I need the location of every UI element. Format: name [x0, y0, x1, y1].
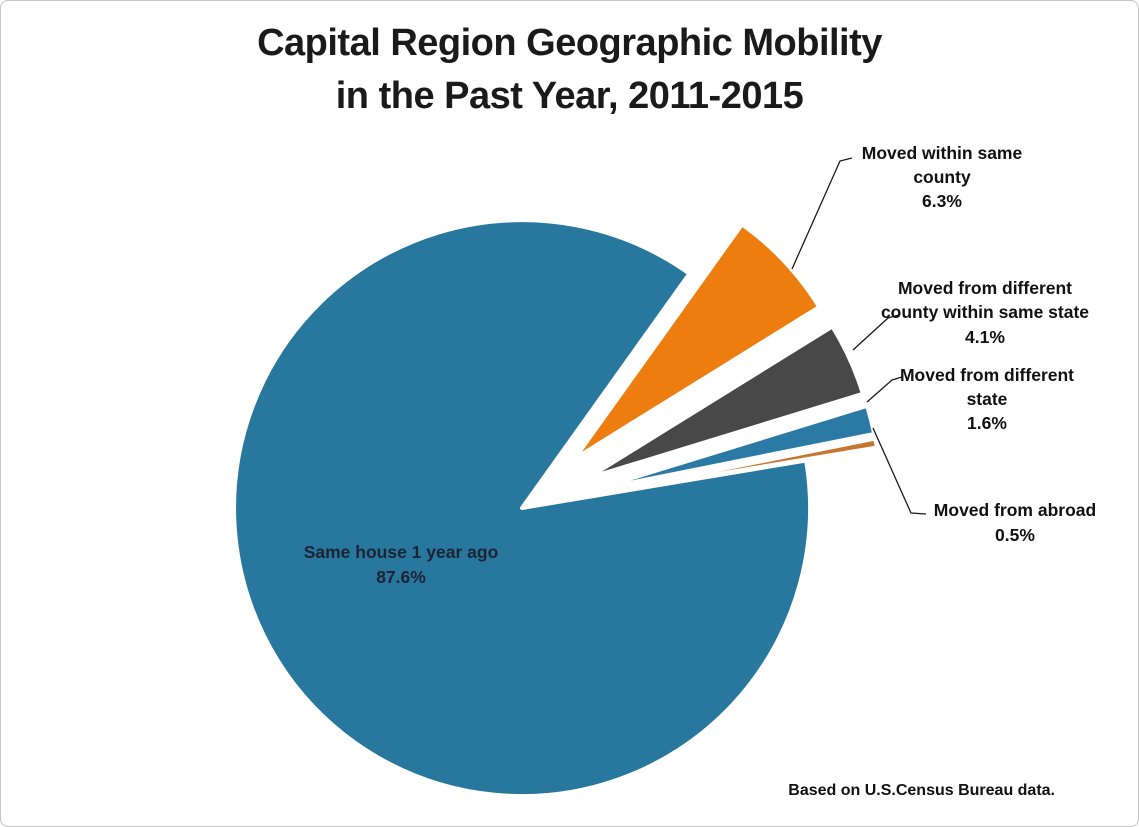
chart-title: Capital Region Geographic Mobility in th… [1, 17, 1138, 123]
callout-label-1-line-2: 4.1% [965, 327, 1005, 347]
callout-label-1-line-1: county within same state [881, 302, 1089, 322]
leader-line-3 [872, 427, 927, 515]
pie-slice-0 [232, 218, 813, 799]
source-note: Based on U.S.Census Bureau data. [788, 782, 1055, 799]
callout-label-2-line-0: Moved from different [900, 365, 1074, 385]
callout-label-0-line-1: county [913, 167, 971, 187]
callout-label-0-line-0: Moved within same [862, 143, 1023, 163]
leader-line-0 [791, 157, 853, 270]
pie-slice-4 [590, 436, 879, 497]
callout-label-3-line-0: Moved from abroad [934, 500, 1096, 520]
callout-label-2-line-1: state [967, 389, 1008, 409]
pie-slice-3 [589, 403, 877, 493]
leader-line-2 [866, 376, 903, 403]
chart-title-line1: Capital Region Geographic Mobility [257, 22, 882, 64]
leader-line-1 [852, 314, 900, 351]
pie-slice-1 [572, 222, 822, 461]
pie-slice-2 [585, 324, 865, 481]
callout-label-2-line-2: 1.6% [967, 413, 1007, 433]
callout-label-0-line-2: 6.3% [922, 191, 962, 211]
callout-label-1-line-0: Moved from different [898, 278, 1072, 298]
pie-inner-label-line-1: 87.6% [376, 567, 426, 587]
pie-inner-label-line-0: Same house 1 year ago [304, 542, 499, 562]
callout-label-3-line-1: 0.5% [995, 525, 1035, 545]
chart-title-line2: in the Past Year, 2011-2015 [335, 75, 804, 117]
